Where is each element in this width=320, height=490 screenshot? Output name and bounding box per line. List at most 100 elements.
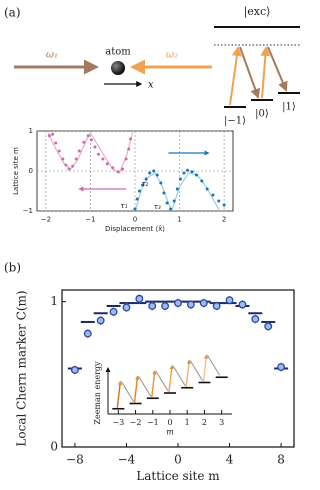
level-label: |0⟩	[255, 109, 269, 120]
x-tick-label: 0	[174, 452, 182, 466]
data-point	[155, 173, 159, 177]
transition-arrow	[138, 375, 152, 397]
x-axis-label: m	[166, 427, 174, 436]
data-point	[141, 183, 145, 187]
transition-arrow	[155, 370, 169, 392]
data-point	[161, 302, 170, 310]
panel-label: (a)	[4, 6, 21, 20]
transition-arrow	[120, 381, 135, 402]
data-point	[116, 170, 120, 174]
data-point	[174, 299, 182, 308]
y-tick-label: 1	[29, 127, 33, 135]
data-point	[200, 179, 204, 183]
data-point	[135, 294, 144, 303]
data-point	[111, 166, 115, 170]
transition-arrow	[116, 380, 123, 408]
x-tick-label: −1	[147, 418, 159, 427]
transition-arrow	[185, 359, 191, 387]
data-point	[93, 145, 97, 149]
data-point	[89, 138, 93, 142]
x-tick-label: −4	[118, 452, 136, 466]
figure: (a) ω₁ atom ω₂ x |exc⟩ |−1⟩ |0⟩ |1⟩ −2 −1…	[4, 5, 300, 483]
data-point	[121, 167, 125, 171]
data-point	[127, 147, 131, 151]
data-point	[159, 181, 163, 185]
data-point	[82, 140, 86, 144]
y-tick-label: 0	[29, 167, 33, 175]
data-point	[182, 171, 186, 175]
x-tick-label: 0	[133, 215, 137, 223]
data-point	[135, 197, 139, 201]
data-point	[178, 177, 182, 181]
transition-arrow	[168, 364, 174, 393]
data-point	[67, 167, 71, 171]
data-point	[57, 149, 61, 153]
transition-arrow	[133, 375, 140, 403]
y-axis-label: Lattice site m	[12, 147, 20, 195]
data-point	[148, 302, 157, 310]
beam-label: ω₂	[166, 50, 178, 61]
annotation: τ₁	[120, 202, 127, 210]
data-point	[133, 207, 137, 211]
y-tick-label: 0	[50, 440, 58, 454]
data-point	[165, 201, 169, 205]
theory-curve	[47, 132, 91, 170]
level-label: |1⟩	[282, 102, 296, 113]
level-label: |exc⟩	[244, 5, 271, 19]
x-tick-label: 8	[277, 452, 285, 466]
data-point	[105, 162, 109, 166]
data-point	[122, 303, 131, 312]
data-point	[77, 149, 81, 153]
data-point	[205, 187, 209, 191]
x-tick-label: −1	[85, 215, 95, 223]
atom-label: atom	[105, 47, 131, 58]
transition-arrow	[206, 354, 221, 376]
x-tick-label: 1	[177, 215, 181, 223]
data-point	[264, 322, 273, 331]
level-label: |−1⟩	[224, 116, 246, 127]
data-point	[186, 300, 195, 309]
data-point	[86, 134, 90, 138]
x-tick-label: 2	[222, 215, 226, 223]
data-point	[225, 296, 234, 305]
data-point	[51, 132, 55, 136]
y-tick-label: −1	[23, 207, 33, 215]
data-point	[212, 302, 221, 310]
data-point	[238, 300, 247, 309]
theory-curve	[171, 172, 221, 212]
data-point	[222, 203, 226, 207]
x-tick-label: 0	[167, 418, 172, 427]
x-tick-label: −2	[130, 418, 142, 427]
data-point	[47, 134, 51, 138]
data-point	[144, 177, 148, 181]
data-point	[74, 157, 78, 161]
x-tick-label: −3	[112, 418, 124, 427]
data-point	[217, 199, 221, 203]
x-tick-label: 4	[226, 452, 234, 466]
data-point	[96, 152, 100, 156]
x-tick-label: 1	[185, 418, 190, 427]
y-axis-label: Local Chern marker C(m)	[15, 290, 29, 446]
data-point	[96, 316, 105, 325]
data-point	[61, 157, 65, 161]
data-point	[129, 137, 133, 141]
data-point	[186, 168, 190, 172]
data-point	[71, 164, 75, 168]
x-axis-label: Lattice site m	[136, 469, 220, 483]
x-tick-label: −8	[66, 452, 84, 466]
data-point	[83, 329, 92, 338]
transition-arrow	[267, 46, 288, 92]
data-point	[194, 173, 198, 177]
annotation: τ₂	[141, 180, 148, 188]
data-point	[190, 170, 194, 174]
data-point	[137, 189, 141, 193]
data-point	[152, 169, 156, 173]
axis-label: x	[148, 80, 154, 91]
data-point	[211, 193, 215, 197]
data-point	[169, 207, 173, 211]
data-point	[148, 171, 152, 175]
data-point	[64, 163, 68, 167]
beam-label: ω₁	[46, 50, 58, 61]
data-point	[162, 191, 166, 195]
